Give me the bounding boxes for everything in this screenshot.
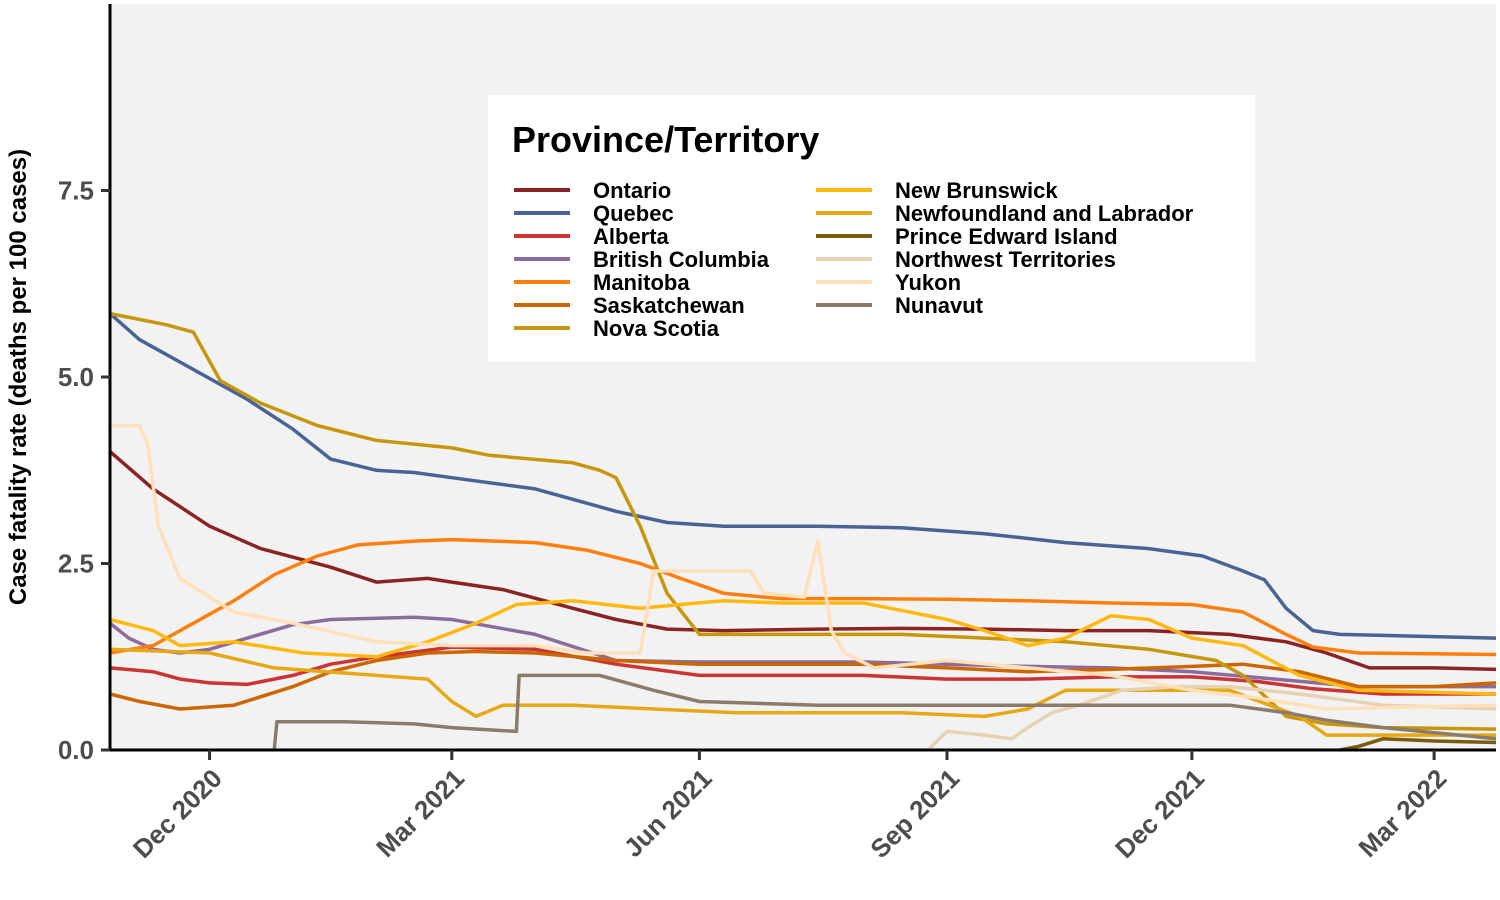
- legend-label-prince-edward-island: Prince Edward Island: [895, 224, 1118, 249]
- series-line-saskatchewan: [109, 649, 1497, 711]
- x-tick-label: Dec 2020: [127, 763, 228, 864]
- y-tick-label: 7.5: [58, 176, 94, 206]
- legend-label-northwest-territories: Northwest Territories: [895, 247, 1116, 272]
- series-line-nunavut: [272, 673, 1497, 751]
- series-line-new-brunswick: [109, 599, 1497, 696]
- legend-label-yukon: Yukon: [895, 270, 961, 295]
- legend-title: Province/Territory: [512, 119, 819, 160]
- series-line-newfoundland-and-labrador: [109, 647, 1496, 737]
- x-tick-label: Mar 2021: [370, 763, 470, 863]
- legend-label-alberta: Alberta: [593, 224, 670, 249]
- legend-label-new-brunswick: New Brunswick: [895, 178, 1058, 203]
- y-tick-label: 0.0: [58, 735, 94, 765]
- legend-label-manitoba: Manitoba: [593, 270, 690, 295]
- legend-label-nova-scotia: Nova Scotia: [593, 316, 720, 341]
- series-line-nova-scotia: [109, 311, 1497, 731]
- y-axis-title: Case fatality rate (deaths per 100 cases…: [5, 149, 32, 605]
- y-tick-label: 2.5: [58, 549, 94, 579]
- y-tick-label: 5.0: [58, 362, 94, 392]
- series-line-quebec: [108, 312, 1497, 640]
- series-line-prince-edward-island: [1339, 737, 1497, 752]
- legend-label-nunavut: Nunavut: [895, 293, 984, 318]
- series-line-manitoba: [109, 537, 1497, 657]
- series-layer: [108, 311, 1497, 752]
- legend-label-newfoundland-and-labrador: Newfoundland and Labrador: [895, 201, 1194, 226]
- x-tick-label: Jun 2021: [618, 763, 718, 863]
- legend-label-quebec: Quebec: [593, 201, 674, 226]
- series-line-yukon: [110, 423, 1497, 711]
- series-line-alberta: [109, 645, 1496, 696]
- legend-label-ontario: Ontario: [593, 178, 671, 203]
- x-tick-label: Sep 2021: [864, 763, 965, 864]
- x-tick-label: Dec 2021: [1109, 763, 1210, 864]
- legend-label-british-columbia: British Columbia: [593, 247, 770, 272]
- legend-box: [488, 95, 1255, 362]
- x-ticks: Dec 2020 Mar 2021 Jun 2021 Sep 2021 Dec 2021…: [127, 750, 1452, 864]
- y-ticks: 0.0 2.5 5.0 7.5: [58, 176, 110, 765]
- x-tick-label: Mar 2022: [1352, 763, 1452, 863]
- legend-label-saskatchewan: Saskatchewan: [593, 293, 745, 318]
- legend: Province/Territory OntarioQuebecAlbertaB…: [488, 95, 1255, 362]
